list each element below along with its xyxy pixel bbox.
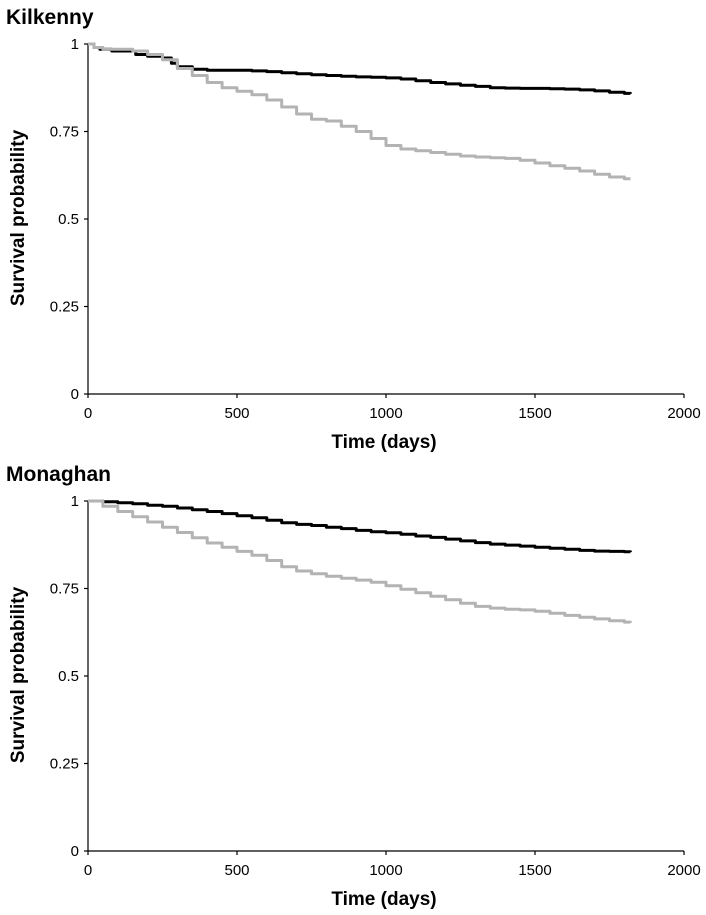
series-line-grey — [88, 499, 632, 624]
y-tick-label: 0.75 — [50, 581, 79, 598]
y-axis-title: Survival probability — [8, 129, 29, 306]
y-tick-label: 0.25 — [50, 756, 79, 773]
x-tick-label: 1500 — [518, 862, 551, 879]
y-tick-label: 0.75 — [50, 124, 79, 141]
chart-title: Monaghan — [6, 463, 111, 486]
series-line-black — [88, 499, 632, 554]
y-tick-label: 0.5 — [58, 211, 79, 228]
series-line-grey — [88, 42, 631, 181]
y-tick-label: 1 — [71, 36, 79, 53]
x-tick-label: 1500 — [518, 405, 551, 422]
chart-panel-kilkenny: Kilkenny 0 0.25 0.5 0.75 1 0 500 1000 1500 2000 T… — [0, 0, 706, 455]
x-axis-title: Time (days) — [331, 432, 436, 453]
y-tick-label: 0 — [71, 843, 79, 860]
chart-panel-monaghan: Monaghan 0 0.25 0.5 0.75 1 0 500 1000 1500 2000 T… — [0, 457, 706, 912]
chart-title: Kilkenny — [6, 6, 94, 29]
x-tick-label: 0 — [84, 405, 92, 422]
survival-chart-monaghan: Monaghan 0 0.25 0.5 0.75 1 0 500 1000 1500 2000 T… — [6, 463, 701, 910]
x-tick-label: 2000 — [667, 405, 700, 422]
y-tick-label: 1 — [71, 493, 79, 510]
survival-chart-kilkenny: Kilkenny 0 0.25 0.5 0.75 1 0 500 1000 1500 2000 T… — [6, 6, 701, 453]
y-tick-label: 0.5 — [58, 668, 79, 685]
x-axis-title: Time (days) — [331, 889, 436, 910]
x-tick-label: 0 — [84, 862, 92, 879]
x-tick-label: 1000 — [369, 862, 402, 879]
x-tick-label: 500 — [224, 862, 249, 879]
y-tick-label: 0.25 — [50, 299, 79, 316]
x-tick-label: 500 — [224, 405, 249, 422]
y-tick-label: 0 — [71, 386, 79, 403]
x-tick-label: 1000 — [369, 405, 402, 422]
series-line-black — [88, 42, 632, 95]
x-tick-label: 2000 — [667, 862, 700, 879]
y-axis-title: Survival probability — [8, 586, 29, 763]
